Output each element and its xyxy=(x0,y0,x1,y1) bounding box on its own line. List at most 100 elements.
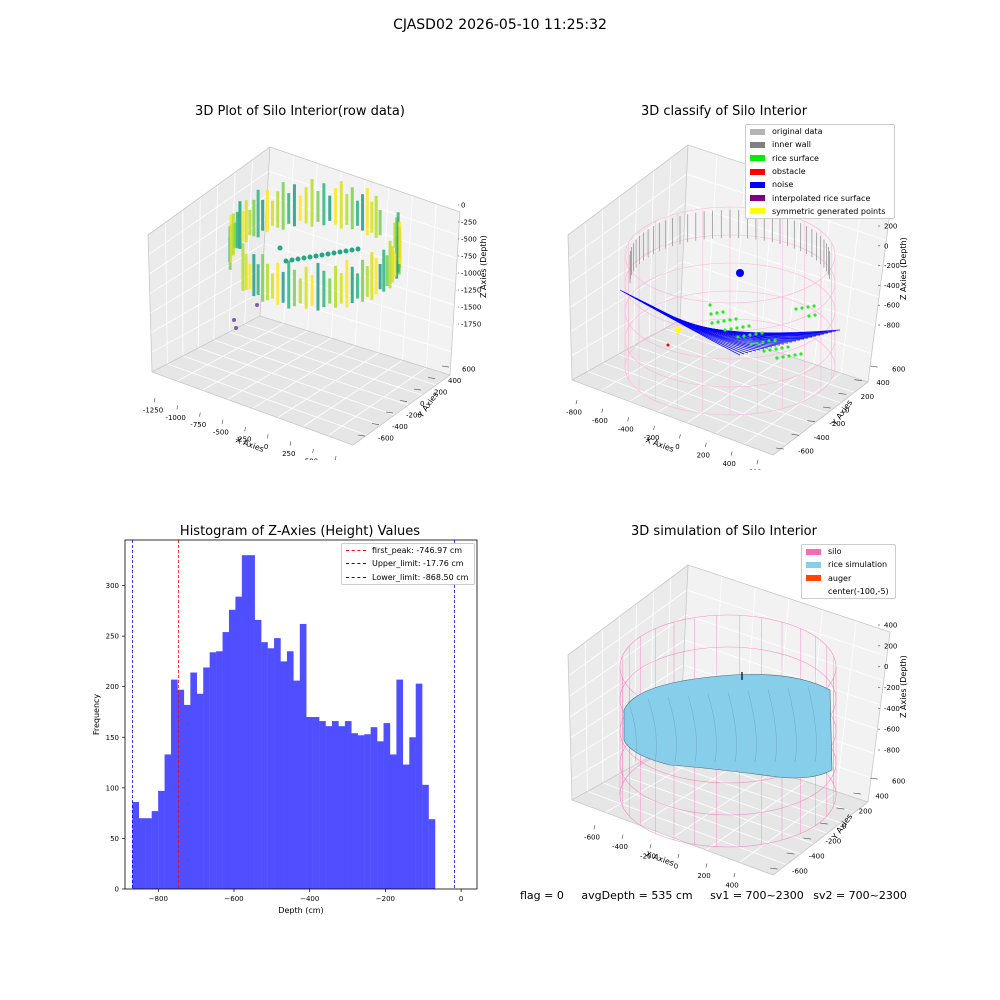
legend-entry: Lower_limit: -868.50 cm xyxy=(342,571,474,584)
grid-line xyxy=(617,616,620,775)
grid-line xyxy=(202,330,308,391)
grid-line xyxy=(587,371,787,445)
legend-swatch xyxy=(750,141,765,148)
histogram-title: Histogram of Z-Axies (Height) Values xyxy=(179,524,421,539)
cls-rice-point xyxy=(762,349,766,353)
histogram-frame xyxy=(124,539,478,890)
histogram-bar xyxy=(293,680,301,889)
raw-y-tick-label: -200 xyxy=(406,412,422,420)
grid-line xyxy=(664,328,855,393)
sim-y-tick-mark xyxy=(769,867,778,870)
classify-legend: original data inner wall rice surface obsta… xyxy=(745,124,895,220)
raw-x-tick-mark xyxy=(244,426,246,432)
raw-point xyxy=(313,253,319,259)
raw-x-tick-label: -1250 xyxy=(143,407,163,415)
legend-entry: silo xyxy=(802,545,895,558)
sim-y-tick-mark xyxy=(853,792,862,795)
legend-label: original data xyxy=(772,127,823,137)
cls-rice-point xyxy=(754,332,758,336)
raw-y-tick-mark xyxy=(441,365,450,368)
raw-z-tick-label: -500 xyxy=(461,236,477,244)
cls-x-tick-label: -200 xyxy=(644,434,660,442)
histogram-bar xyxy=(267,648,275,889)
sim-mesh-line xyxy=(767,689,777,763)
cls-rice-point xyxy=(799,352,803,356)
raw-z-tick-label: -1500 xyxy=(461,304,481,312)
histogram-bar xyxy=(177,689,185,889)
pane-edge xyxy=(259,315,451,376)
cls-rice-point xyxy=(767,339,771,343)
legend-entry: symmetric generated points xyxy=(746,205,894,218)
raw-y-tick-mark xyxy=(399,400,408,402)
grid-line xyxy=(229,331,423,396)
legend-entry: center(-100,-5) xyxy=(802,585,895,598)
y-tick-label: 150 xyxy=(106,734,119,742)
histogram-bar xyxy=(396,679,404,889)
grid-line xyxy=(568,589,688,677)
cls-rice-point xyxy=(812,304,816,308)
cls-rice-point xyxy=(807,314,811,318)
grid-line xyxy=(744,372,842,445)
cls-rice-point xyxy=(748,333,752,337)
cls-z-tick-label: -600 xyxy=(884,302,900,310)
grid-line xyxy=(198,347,395,416)
histogram-bar xyxy=(235,596,243,889)
cls-y-tick-label: 0 xyxy=(845,407,849,415)
legend-swatch xyxy=(806,575,821,582)
grid-line xyxy=(167,363,367,436)
cls-y-tick-label: -600 xyxy=(798,448,814,456)
grid-line xyxy=(618,773,814,845)
raw-x-tick-label: -500 xyxy=(213,428,229,436)
cls-y-tick-mark xyxy=(869,365,878,368)
histogram-bar xyxy=(254,619,262,889)
raw-z-tick-label: -1750 xyxy=(461,321,481,329)
histogram-bar xyxy=(228,609,236,889)
cls-rice-point xyxy=(710,321,714,325)
pane-edge xyxy=(567,564,689,656)
raw-point xyxy=(307,254,313,260)
grid-line xyxy=(685,614,884,681)
cls-x-tick-mark xyxy=(601,408,604,413)
histogram-bar xyxy=(164,754,172,889)
sim-y-tick-mark xyxy=(786,852,795,855)
y-tick-label: 200 xyxy=(106,683,119,691)
raw-point xyxy=(295,256,301,262)
cls-x-tick-label: -600 xyxy=(592,417,608,425)
x-tick-label: −400 xyxy=(300,895,319,903)
sim-x-tick-label: -200 xyxy=(640,853,656,861)
grid-line xyxy=(602,782,801,855)
sim-mesh-line xyxy=(807,686,817,763)
grid-line xyxy=(213,339,409,406)
left-pane xyxy=(568,145,688,380)
histogram-bar xyxy=(158,790,165,889)
pane-edge xyxy=(867,631,891,803)
raw-y-tick-label: -600 xyxy=(378,435,394,443)
grid-line xyxy=(197,197,201,349)
sim-mesh-line xyxy=(787,687,797,763)
grid-line xyxy=(584,642,588,792)
cls-noise-cluster xyxy=(736,269,744,277)
legend-swatch xyxy=(750,128,765,135)
raw-point xyxy=(301,255,307,261)
grid-line xyxy=(836,620,857,792)
grid-line xyxy=(682,261,876,326)
histogram-bar xyxy=(383,723,391,889)
histogram-bar xyxy=(415,683,423,889)
raw-point xyxy=(289,257,295,263)
cls-rice-point xyxy=(780,346,784,350)
cls-x-tick-mark xyxy=(704,442,707,448)
raw-y-tick-mark xyxy=(357,434,366,437)
grid-line xyxy=(402,195,413,361)
legend-entry: auger xyxy=(802,572,895,585)
grid-line xyxy=(244,323,437,386)
histogram-bar xyxy=(280,661,288,889)
sim-y-tick-label: -600 xyxy=(792,868,808,876)
sim-mesh-line xyxy=(707,693,717,763)
histogram-bar xyxy=(377,741,384,889)
legend-label: first_peak: -746.97 cm xyxy=(372,546,463,556)
raw-x-tick-label: 0 xyxy=(264,443,268,451)
histogram-bar xyxy=(325,726,333,889)
legend-entry: inner wall xyxy=(746,138,894,151)
raw-point xyxy=(337,249,343,255)
raw-outlier-point xyxy=(232,318,236,322)
